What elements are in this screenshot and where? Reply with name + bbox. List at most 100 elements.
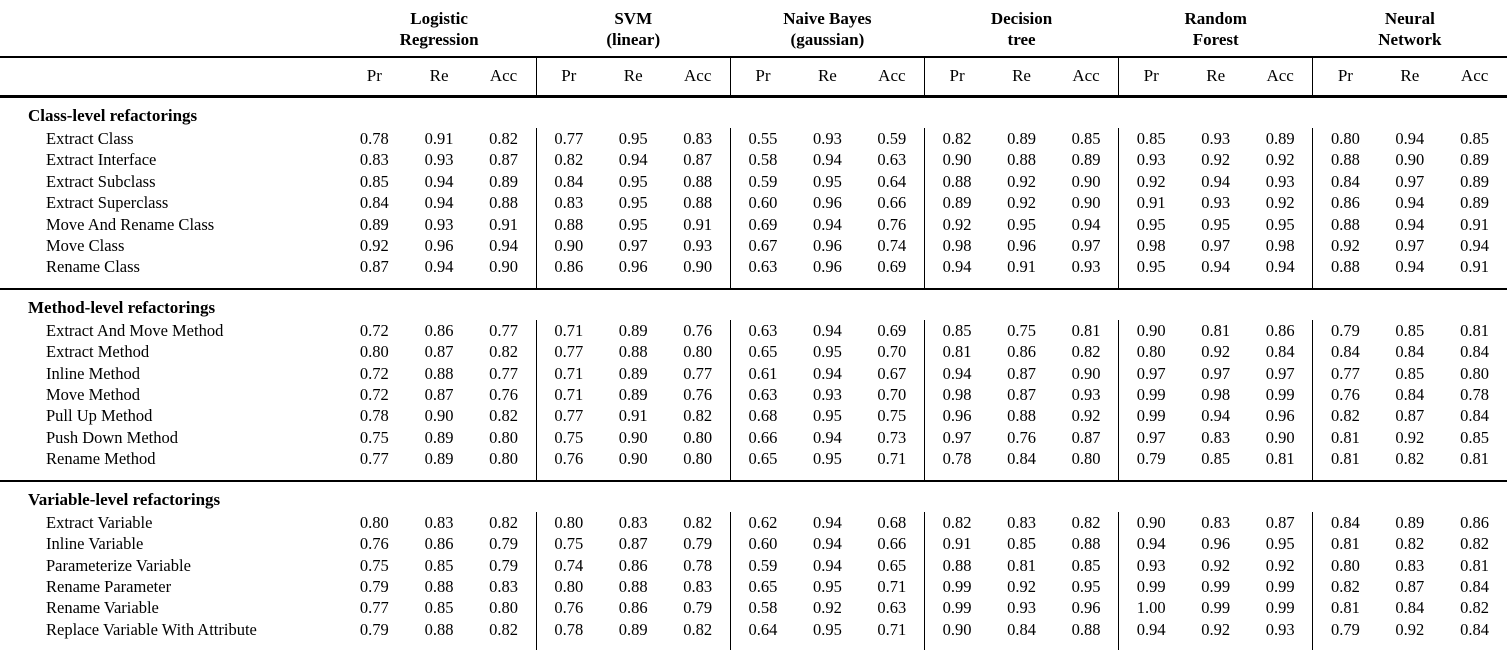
- metric-value-cell: 0.94: [812, 534, 842, 554]
- metric-value-cell: 0.92: [1007, 171, 1036, 191]
- metric-value-cell: 0.99: [1265, 576, 1295, 596]
- metric-value-cell: 0.88: [683, 193, 713, 213]
- metric-value-cell: 0.78: [359, 129, 389, 148]
- metric-value-cell: 0.77: [683, 363, 713, 383]
- metric-value-cell: 0.80: [683, 449, 713, 469]
- metric-value-cell: 0.87: [1395, 576, 1425, 596]
- metric-value-cell: 0.88: [1007, 150, 1036, 170]
- metric-value-cell: 0.86: [424, 320, 454, 340]
- metric-value-cell: 0.94: [923, 362, 990, 385]
- metric-value-cell: 0.82: [1395, 449, 1425, 469]
- metric-value-cell: 0.77: [535, 405, 601, 427]
- metric-value-cell: 0.97: [923, 426, 990, 449]
- row-label: Rename Class: [46, 257, 140, 277]
- metric-value-cell: 0.80: [489, 449, 518, 469]
- metric-value-cell: 0.89: [1007, 129, 1036, 148]
- metric-value-cell: 0.78: [535, 618, 601, 651]
- metric-value-cell: 0.96: [812, 236, 842, 256]
- metric-value-cell: 0.87: [1007, 385, 1036, 405]
- metric-value-cell: 0.62: [729, 511, 796, 534]
- table-row: Extract Class 0.78 0.91 0.82 0.77 0.95 0.83 0.5…: [0, 128, 1507, 150]
- row-label: Extract Variable: [46, 512, 153, 532]
- classifier-name-line1: SVM: [614, 9, 653, 28]
- metric-value-cell: 0.65: [729, 575, 796, 598]
- metric-header-re: Re: [817, 66, 837, 85]
- metric-value-cell: 0.87: [683, 150, 713, 170]
- metric-value-cell: 0.86: [1265, 320, 1295, 340]
- metric-value-cell: 0.95: [812, 406, 842, 426]
- metric-value-cell: 0.90: [424, 406, 454, 426]
- metric-value-cell: 0.87: [1071, 427, 1101, 447]
- metric-value-cell: 0.81: [1460, 449, 1490, 469]
- classifier-name-line1: Random: [1184, 9, 1247, 28]
- row-label: Rename Variable: [46, 598, 159, 618]
- metric-value-cell: 0.85: [1071, 555, 1101, 575]
- metric-value-cell: 0.81: [1201, 320, 1231, 340]
- metric-value-cell: 0.94: [812, 214, 842, 234]
- metric-value-cell: 0.93: [1118, 554, 1184, 576]
- metric-value-cell: 0.96: [1071, 598, 1101, 618]
- metric-value-cell: 0.80: [359, 342, 389, 362]
- metric-value-cell: 0.95: [618, 193, 648, 213]
- row-label: Extract Interface: [46, 150, 157, 170]
- metric-header-acc: Acc: [878, 66, 906, 85]
- metric-value-cell: 0.83: [359, 150, 389, 170]
- metric-value-cell: 0.99: [1118, 575, 1184, 598]
- metric-value-cell: 0.85: [359, 171, 389, 191]
- metric-value-cell: 0.85: [1071, 129, 1101, 148]
- metric-header-re: Re: [1400, 66, 1420, 85]
- metric-value-cell: 0.86: [1312, 192, 1378, 214]
- metric-value-cell: 0.90: [489, 257, 518, 277]
- metric-value-cell: 0.75: [359, 555, 389, 575]
- metric-value-cell: 0.79: [359, 619, 389, 639]
- metric-value-cell: 0.93: [1071, 385, 1101, 405]
- metric-value-cell: 0.93: [683, 236, 713, 256]
- metric-value-cell: 0.95: [1265, 214, 1295, 234]
- metric-value-cell: 0.82: [489, 512, 518, 532]
- metric-value-cell: 0.88: [1007, 406, 1036, 426]
- row-label: Inline Method: [46, 363, 140, 383]
- section-heading-row: Class-level refactorings: [0, 97, 1507, 129]
- row-label: Parameterize Variable: [46, 555, 191, 575]
- metric-value-cell: 0.99: [1265, 385, 1295, 405]
- metric-value-cell: 0.60: [729, 192, 796, 214]
- metric-value-cell: 0.82: [535, 149, 601, 171]
- metric-value-cell: 0.91: [618, 406, 648, 426]
- metric-value-cell: 0.95: [1071, 576, 1101, 596]
- metric-value-cell: 0.81: [1312, 426, 1378, 449]
- metric-value-cell: 1.00: [1118, 597, 1184, 619]
- metric-value-cell: 0.72: [359, 385, 389, 405]
- metric-value-cell: 0.92: [1118, 170, 1184, 193]
- metric-value-cell: 0.91: [683, 214, 713, 234]
- metric-value-cell: 0.77: [359, 598, 389, 618]
- row-label: Rename Method: [46, 449, 156, 469]
- metric-value-cell: 0.71: [877, 576, 907, 596]
- metric-value-cell: 0.87: [424, 385, 454, 405]
- metric-value-cell: 0.90: [1071, 193, 1101, 213]
- metric-value-cell: 0.66: [877, 193, 907, 213]
- metric-value-cell: 0.92: [1201, 150, 1231, 170]
- metric-value-cell: 0.64: [877, 171, 907, 191]
- metric-value-cell: 0.79: [683, 598, 713, 618]
- metric-header-re: Re: [429, 66, 449, 85]
- metric-value-cell: 0.80: [359, 512, 389, 532]
- metric-value-cell: 0.78: [923, 448, 990, 481]
- metric-value-cell: 0.91: [424, 129, 454, 148]
- table-row: Extract Subclass 0.85 0.94 0.89 0.84 0.95 0.88…: [0, 170, 1507, 193]
- metric-value-cell: 0.98: [1265, 236, 1295, 256]
- metric-value-cell: 0.94: [1395, 257, 1425, 277]
- metric-value-cell: 0.94: [424, 193, 454, 213]
- metric-value-cell: 0.81: [1460, 320, 1490, 340]
- metric-value-cell: 0.94: [1395, 193, 1425, 213]
- metric-value-cell: 0.91: [1460, 214, 1490, 234]
- metric-value-cell: 0.99: [1118, 384, 1184, 406]
- metric-value-cell: 0.83: [1201, 512, 1231, 532]
- table-row: Extract Variable 0.80 0.83 0.82 0.80 0.83 0.82…: [0, 511, 1507, 534]
- metric-value-cell: 0.88: [424, 619, 454, 639]
- metric-value-cell: 0.84: [535, 170, 601, 193]
- metric-value-cell: 0.96: [1007, 236, 1036, 256]
- metric-value-cell: 0.63: [729, 319, 796, 342]
- metric-value-cell: 0.92: [1201, 342, 1231, 362]
- metric-value-cell: 0.99: [923, 597, 990, 619]
- metric-value-cell: 0.76: [1007, 427, 1036, 447]
